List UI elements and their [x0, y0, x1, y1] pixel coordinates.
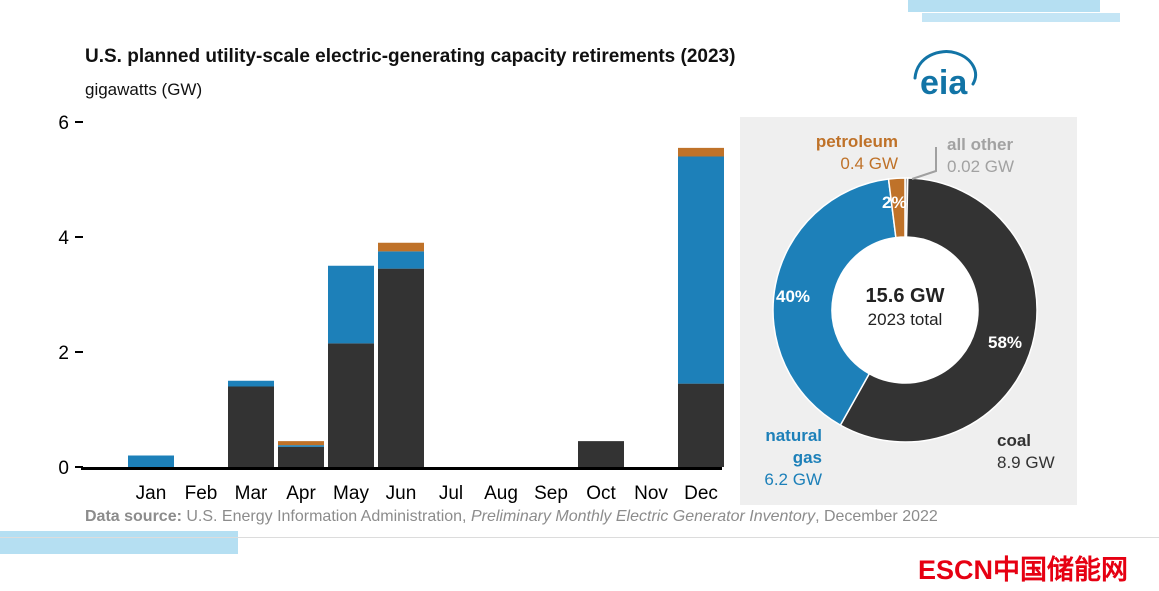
x-axis-label-Sep: Sep: [534, 483, 568, 504]
x-axis-label-Oct: Oct: [586, 483, 616, 504]
y-axis-tick-label: 6: [58, 113, 69, 134]
x-axis-label-Jul: Jul: [439, 483, 463, 504]
bar-segment-Dec-coal: [678, 383, 724, 467]
bar-segment-Dec-natural-gas: [678, 156, 724, 384]
y-axis-tick-label: 0: [58, 458, 69, 479]
data-source-body: U.S. Energy Information Administration,: [181, 508, 471, 525]
petroleum-label-value: 0.4 GW: [840, 154, 898, 173]
x-axis-label-May: May: [333, 483, 369, 504]
data-source-date: , December 2022: [815, 508, 938, 525]
x-axis-label-Mar: Mar: [235, 483, 268, 504]
x-axis-label-Feb: Feb: [185, 483, 218, 504]
bar-segment-Jan-natural-gas: [128, 455, 174, 467]
all-other-label: all other 0.02 GW: [947, 134, 1069, 178]
eia-logo: eia: [913, 50, 978, 102]
fuel-mix-donut-chart: [772, 147, 1038, 443]
bar-segment-Mar-natural-gas: [228, 380, 274, 387]
x-axis-label-Nov: Nov: [634, 483, 668, 504]
bar-segment-Mar-coal: [228, 386, 274, 467]
donut-segment-coal: [839, 177, 1038, 443]
monthly-retirements-bar-chart: Jan Feb Mar Apr May Jun Jul Aug Sep Oct Nov Dec 0 2 4 6: [58, 113, 724, 504]
escn-logo: ESCN中国储能网: [918, 555, 1129, 585]
x-axis-label-Apr: Apr: [286, 483, 316, 504]
bar-segment-Jun-petroleum: [378, 242, 424, 252]
bar-segment-Dec-petroleum: [678, 147, 724, 157]
bar-segment-Jun-natural-gas: [378, 251, 424, 269]
donut-center-label: 15.6 GW 2023 total: [825, 285, 985, 330]
data-source-prefix: Data source:: [85, 508, 182, 525]
donut-center-caption: 2023 total: [867, 310, 943, 329]
donut-hole: [827, 232, 983, 388]
y-axis-tick-label: 2: [58, 343, 69, 364]
petroleum-label-name: petroleum: [815, 132, 898, 151]
coal-pct-label: 58%: [988, 333, 1023, 352]
y-axis-tick-label: 4: [58, 228, 69, 249]
donut-segment-natural-gas: [772, 178, 897, 427]
bar-segment-Apr-petroleum: [278, 441, 324, 446]
petroleum-pct-label: 2%: [882, 193, 907, 212]
all-other-callout-line: [911, 147, 937, 180]
all-other-label-value: 0.02 GW: [947, 157, 1015, 176]
coal-label-value: 8.9 GW: [997, 453, 1055, 472]
x-axis-label-Jan: Jan: [136, 483, 167, 504]
watermark-bar-top-2: [922, 13, 1120, 22]
fuel-mix-panel: petroleum 0.4 GW all other 0.02 GW 58% 4…: [740, 117, 1077, 505]
donut-center-total: 15.6 GW: [865, 285, 945, 307]
x-axis-label-Dec: Dec: [684, 483, 718, 504]
natural-gas-label: natural gas 6.2 GW: [740, 425, 822, 491]
natural-gas-label-name: natural gas: [765, 426, 822, 467]
bar-segment-Jun-coal: [378, 268, 424, 467]
watermark-bar-bottom: [0, 531, 238, 554]
coal-label-name: coal: [997, 431, 1032, 450]
x-axis-label-Jun: Jun: [386, 483, 417, 504]
chart-title: U.S. planned utility-scale electric-gene…: [85, 46, 736, 67]
bar-segment-May-coal: [328, 343, 374, 467]
bar-segment-May-natural-gas: [328, 265, 374, 344]
watermark-bar-top-1: [908, 0, 1100, 12]
bar-segment-Oct-coal: [578, 441, 624, 467]
eia-logo-text: eia: [920, 64, 968, 102]
footer-divider: [0, 537, 1159, 538]
natural-gas-label-value: 6.2 GW: [764, 470, 822, 489]
petroleum-label: petroleum 0.4 GW: [768, 131, 898, 175]
chart-subtitle: gigawatts (GW): [85, 80, 203, 99]
bar-segment-Apr-natural-gas: [278, 445, 324, 447]
gas-pct-label: 40%: [776, 287, 811, 306]
eia-logo-swoosh: [913, 50, 978, 86]
coal-label: coal 8.9 GW: [997, 430, 1077, 474]
all-other-label-name: all other: [947, 135, 1014, 154]
x-axis-label-Aug: Aug: [484, 483, 518, 504]
donut-segment-petroleum: [887, 177, 906, 239]
bar-segment-Apr-coal: [278, 446, 324, 467]
data-source: Data source: U.S. Energy Information Adm…: [85, 508, 938, 526]
data-source-publication: Preliminary Monthly Electric Generator I…: [470, 508, 816, 525]
